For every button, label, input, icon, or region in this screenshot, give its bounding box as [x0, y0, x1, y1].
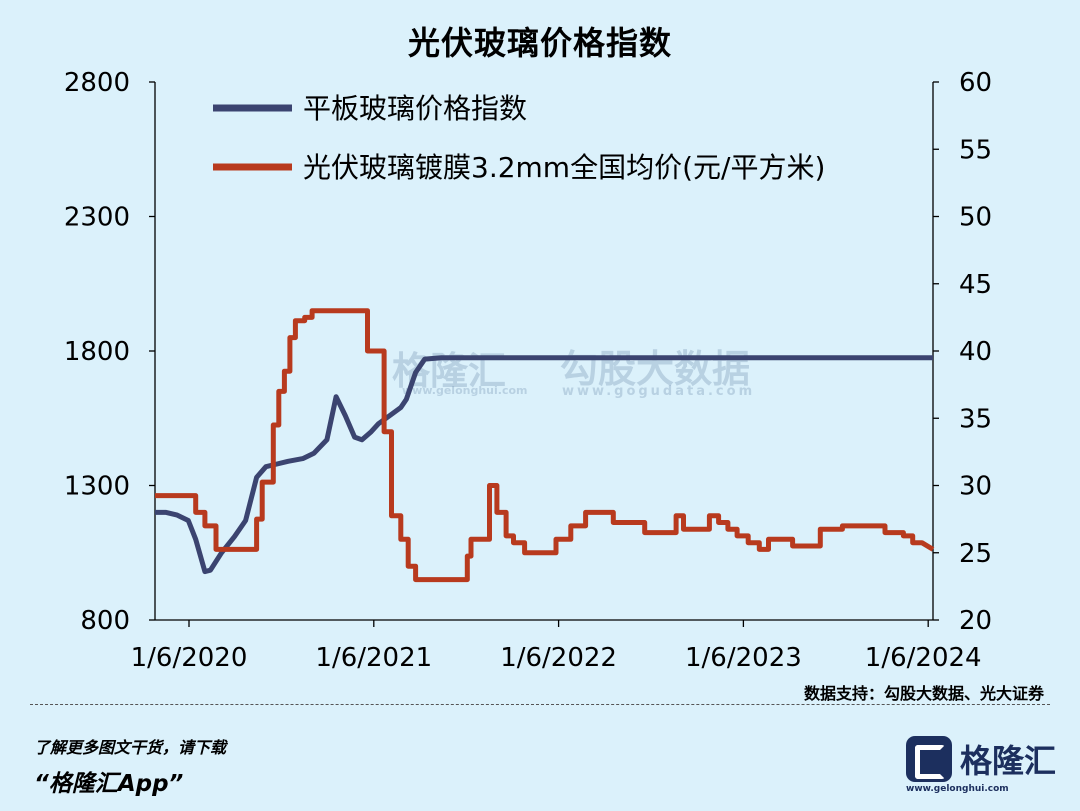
- series-line-1: [155, 355, 933, 575]
- left-tick-label: 2300: [64, 203, 130, 233]
- right-tick-label: 60: [959, 68, 992, 98]
- divider: [30, 704, 1050, 705]
- right-tick-label: 50: [959, 203, 992, 233]
- x-tick-label: 1/6/2021: [315, 643, 432, 673]
- right-tick-label: 30: [959, 472, 992, 502]
- logo-g-icon: [906, 736, 952, 782]
- left-tick-label: 1800: [64, 337, 130, 367]
- page-title: 光伏玻璃价格指数: [407, 24, 672, 62]
- watermark-left-url: www.gelonghui.com: [402, 384, 528, 397]
- watermark-right-url: www.gogudata.com: [562, 384, 756, 399]
- legend-label: 光伏玻璃镀膜3.2mm全国均价(元/平方米): [303, 151, 825, 184]
- right-tick-label: 35: [959, 404, 992, 434]
- right-tick-label: 45: [959, 270, 992, 300]
- right-tick-label: 55: [959, 135, 992, 165]
- source-note: 数据支持：勾股大数据、光大证券: [803, 684, 1044, 703]
- line-chart: 800 1300 1800 2300 2800 20 25 30 35 40 45 50 55 60 1/6…: [64, 68, 992, 673]
- brand-url: www.gelonghui.com: [906, 784, 1009, 794]
- left-tick-label: 800: [80, 606, 130, 636]
- footer-app-name: “格隆汇App”: [34, 771, 184, 797]
- left-tick-label: 2800: [64, 68, 130, 98]
- x-tick-label: 1/6/2022: [500, 643, 617, 673]
- footer-promo: 了解更多图文干货，请下载: [34, 738, 227, 757]
- right-tick-label: 40: [959, 337, 992, 367]
- x-tick-label: 1/6/2023: [685, 643, 802, 673]
- series-line-2: [155, 308, 935, 583]
- x-tick-label: 1/6/2024: [865, 643, 982, 673]
- brand-logo: 格隆汇 www.gelonghui.com: [906, 736, 1056, 796]
- right-tick-label: 25: [959, 539, 992, 569]
- x-tick-label: 1/6/2020: [131, 643, 248, 673]
- right-tick-label: 20: [959, 606, 992, 636]
- watermark-right-text: 勾股大数据: [560, 347, 751, 391]
- legend-label: 平板玻璃价格指数: [303, 92, 527, 125]
- left-tick-label: 1300: [64, 472, 130, 502]
- brand-name: 格隆汇: [960, 742, 1057, 780]
